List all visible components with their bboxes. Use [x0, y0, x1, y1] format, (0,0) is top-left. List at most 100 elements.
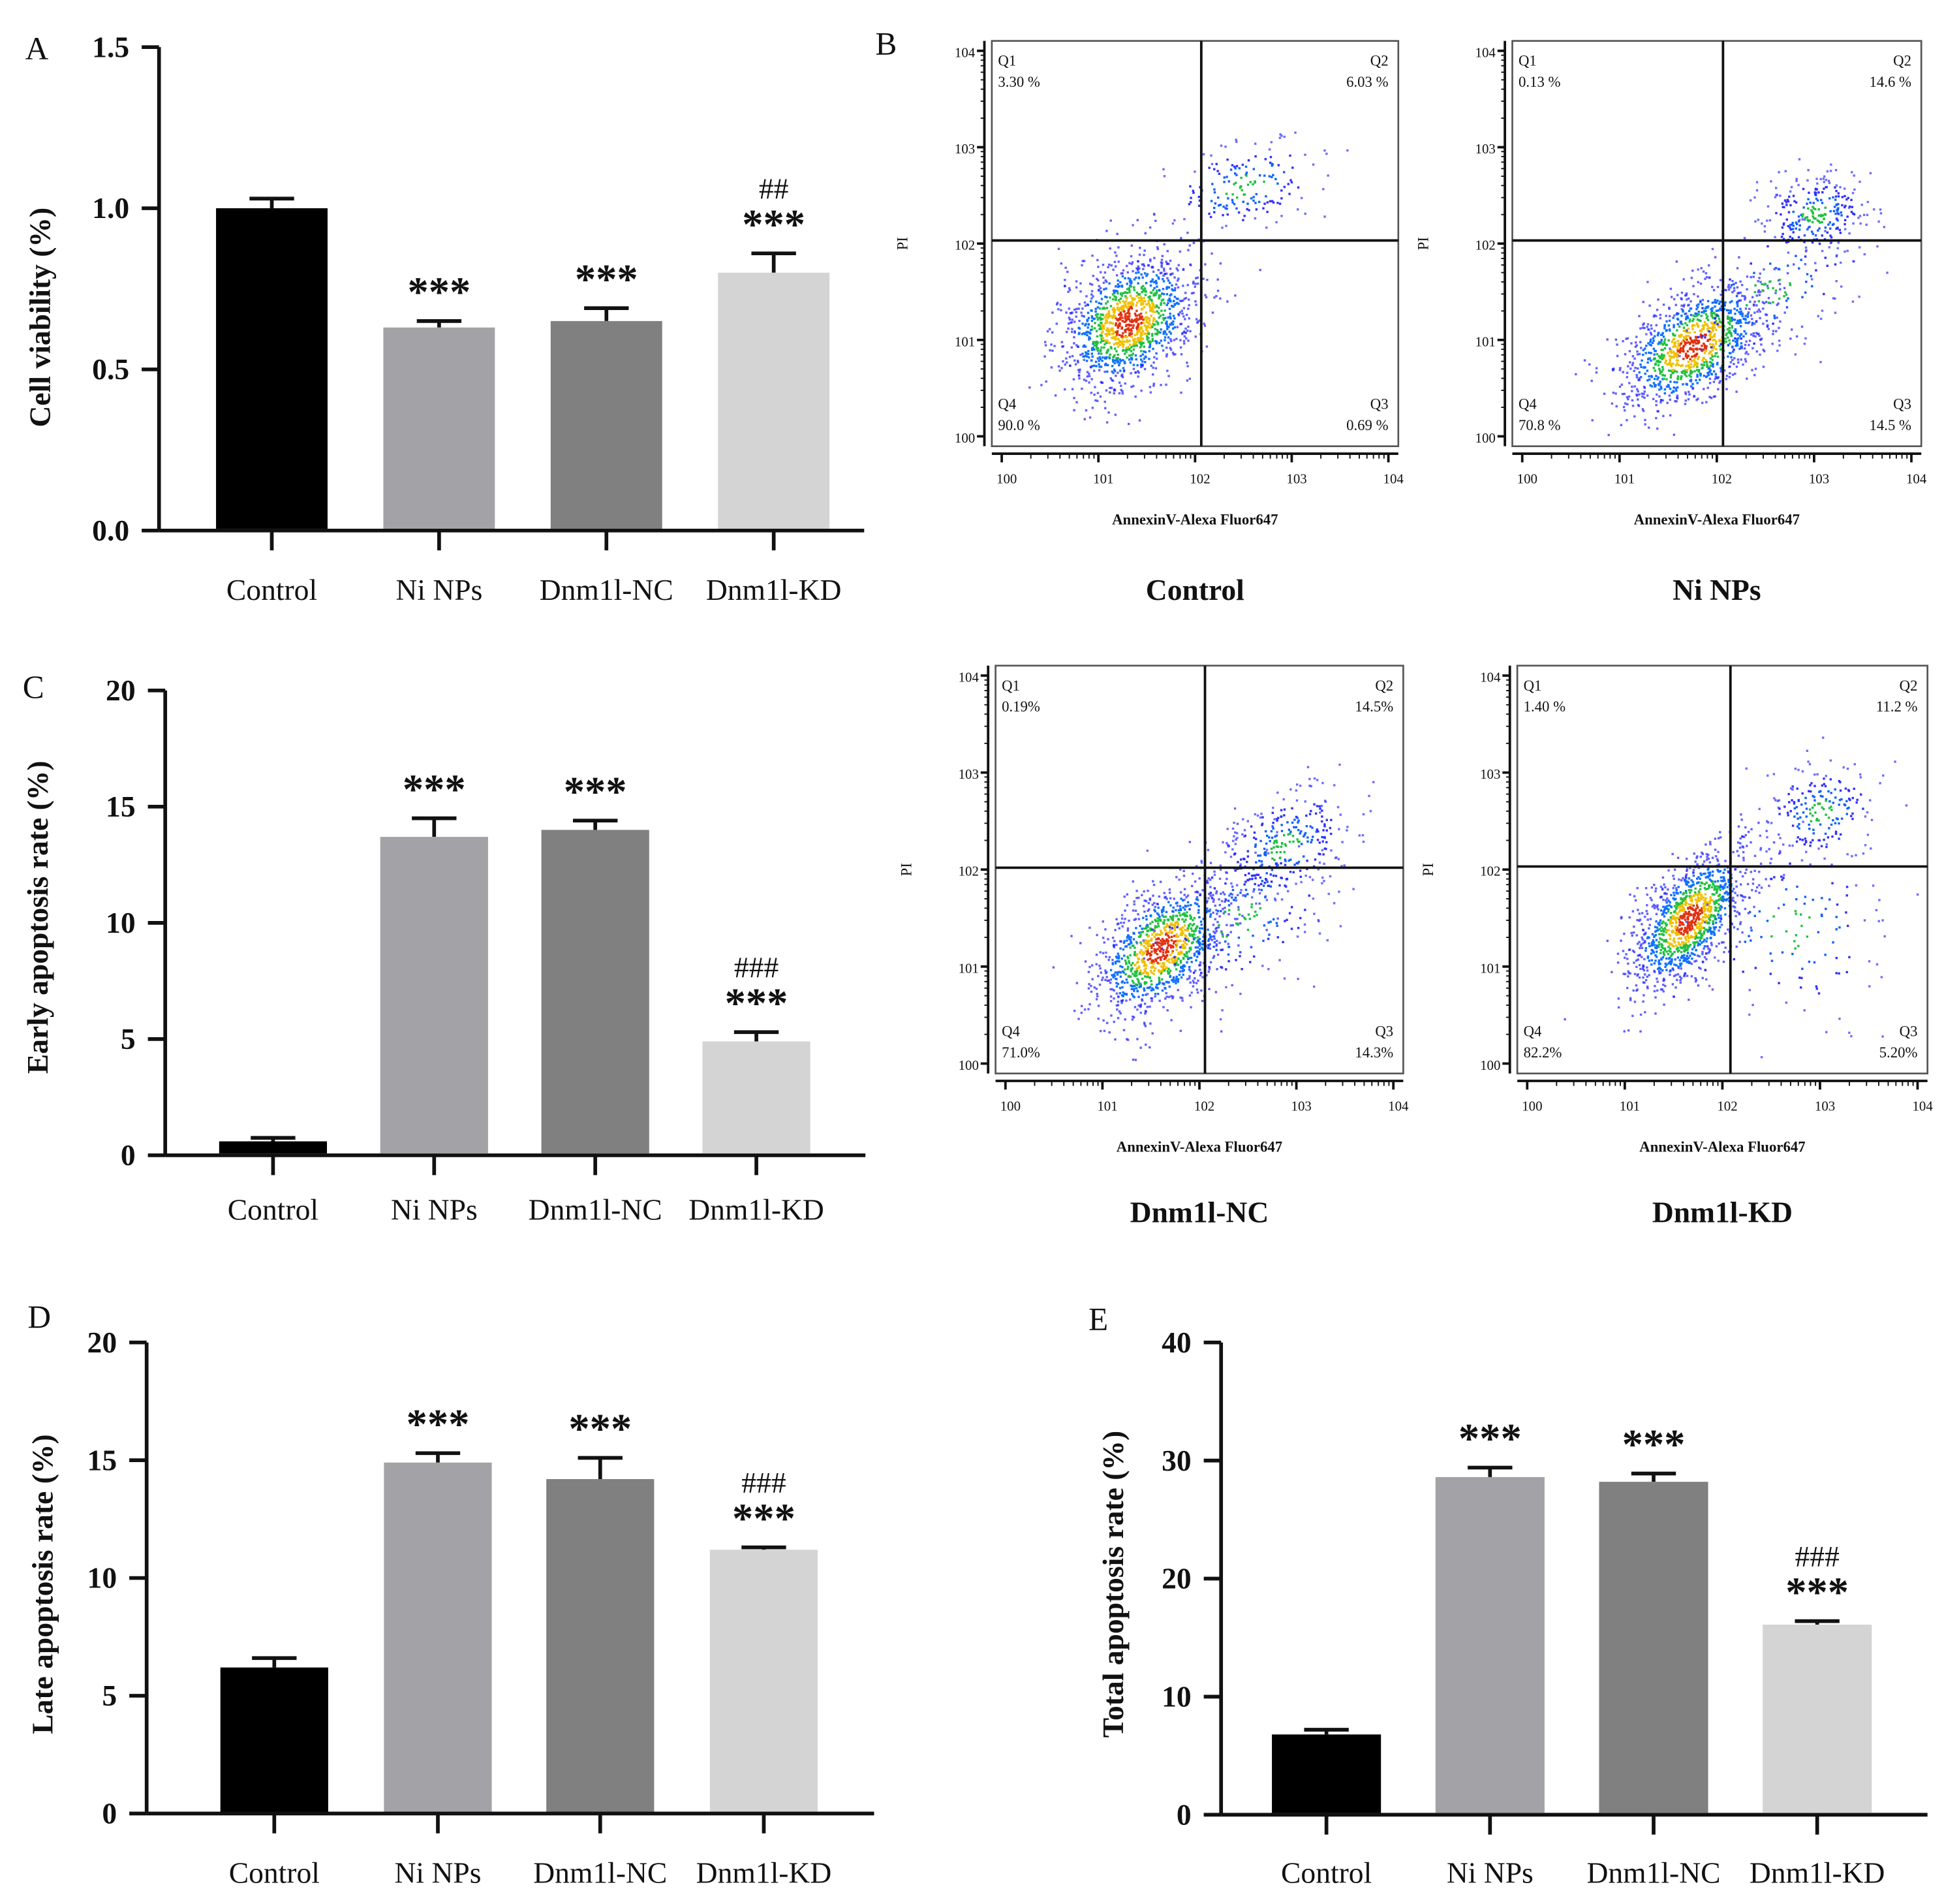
event-dot	[1124, 303, 1127, 306]
event-dot	[1107, 266, 1109, 269]
event-dot	[1151, 920, 1154, 924]
event-dot	[1146, 940, 1149, 943]
event-dot	[1177, 277, 1180, 280]
event-dot	[1083, 1008, 1087, 1011]
event-dot	[1624, 402, 1627, 405]
event-dot	[1180, 952, 1183, 955]
event-dot	[1154, 328, 1157, 330]
event-dot	[1122, 359, 1124, 362]
event-dot	[1333, 784, 1336, 787]
event-dot	[1223, 181, 1226, 183]
event-dot	[1060, 262, 1063, 265]
event-dot	[1224, 897, 1227, 901]
event-dot	[1666, 401, 1669, 404]
event-dot	[1090, 990, 1093, 993]
event-dot	[1146, 273, 1149, 275]
event-dot	[1674, 334, 1676, 337]
event-dot	[1663, 340, 1666, 343]
event-dot	[1111, 358, 1115, 362]
event-dot	[1186, 894, 1190, 897]
event-dot	[1641, 359, 1643, 362]
event-dot	[1183, 945, 1186, 948]
event-dot	[1810, 275, 1812, 277]
event-dot	[1736, 267, 1739, 270]
event-dot	[1575, 373, 1577, 376]
event-dot	[1173, 317, 1176, 320]
event-dot	[1227, 197, 1229, 200]
event-dot	[1133, 345, 1136, 347]
event-dot	[1128, 998, 1132, 1001]
event-dot	[1127, 346, 1130, 349]
event-dot	[1171, 979, 1173, 982]
event-dot	[1150, 999, 1153, 1003]
event-dot	[1112, 298, 1115, 301]
event-dot	[1231, 164, 1234, 166]
event-dot	[1112, 307, 1115, 309]
event-dot	[1165, 951, 1167, 954]
event-dot	[1186, 911, 1188, 914]
event-dot	[1826, 264, 1828, 267]
event-dot	[1697, 313, 1700, 316]
event-dot	[1120, 917, 1124, 920]
event-dot	[1673, 326, 1675, 328]
event-dot	[1325, 847, 1327, 851]
event-dot	[1736, 339, 1739, 342]
event-dot	[1845, 198, 1848, 201]
event-dot	[1595, 371, 1598, 374]
event-dot	[1143, 941, 1145, 944]
event-dot	[1132, 1016, 1135, 1019]
event-dot	[1171, 924, 1173, 926]
event-dot	[1697, 325, 1699, 328]
event-dot	[1149, 898, 1152, 901]
event-dot	[1171, 995, 1175, 998]
event-dot	[1109, 995, 1113, 998]
event-dot	[1106, 327, 1109, 330]
event-dot	[1135, 954, 1138, 957]
event-dot	[1165, 959, 1169, 962]
event-dot	[1103, 400, 1106, 403]
event-dot	[1104, 969, 1107, 972]
event-dot	[1682, 339, 1685, 342]
event-dot	[1267, 852, 1270, 854]
event-dot	[1695, 364, 1698, 367]
event-dot	[1092, 343, 1094, 345]
event-dot	[1782, 232, 1784, 236]
event-dot	[1703, 388, 1705, 390]
event-dot	[1256, 873, 1258, 876]
event-dot	[1113, 997, 1115, 1000]
event-dot	[1212, 206, 1216, 210]
y-tick-label: 5	[102, 1679, 117, 1712]
event-dot	[1782, 222, 1785, 225]
event-dot	[1203, 322, 1205, 325]
event-dot	[1346, 829, 1348, 832]
significance-label-hash: ###	[741, 1466, 786, 1499]
event-dot	[1185, 951, 1188, 954]
event-dot	[1706, 328, 1709, 332]
event-dot	[1150, 961, 1154, 964]
event-dot	[1226, 935, 1228, 938]
event-dot	[1665, 360, 1667, 362]
panel-letter-C: C	[23, 669, 44, 705]
event-dot	[1782, 238, 1785, 241]
event-dot	[1096, 313, 1099, 316]
event-dot	[1117, 952, 1120, 955]
event-dot	[1101, 339, 1103, 343]
event-dot	[1687, 297, 1690, 300]
event-dot	[1226, 213, 1229, 216]
event-dot	[1699, 333, 1703, 336]
event-dot	[1679, 320, 1682, 323]
event-dot	[1233, 835, 1235, 837]
event-dot	[1269, 873, 1273, 876]
event-dot	[1661, 366, 1664, 369]
event-dot	[1212, 955, 1216, 958]
event-dot	[1249, 961, 1252, 963]
event-dot	[1269, 885, 1273, 888]
event-dot	[1316, 805, 1319, 807]
event-dot	[1112, 360, 1115, 363]
event-dot	[1103, 288, 1105, 290]
event-dot	[1205, 901, 1209, 904]
event-dot	[1136, 328, 1139, 331]
x-tick-label: 100	[1000, 1099, 1021, 1114]
event-dot	[1176, 905, 1179, 907]
